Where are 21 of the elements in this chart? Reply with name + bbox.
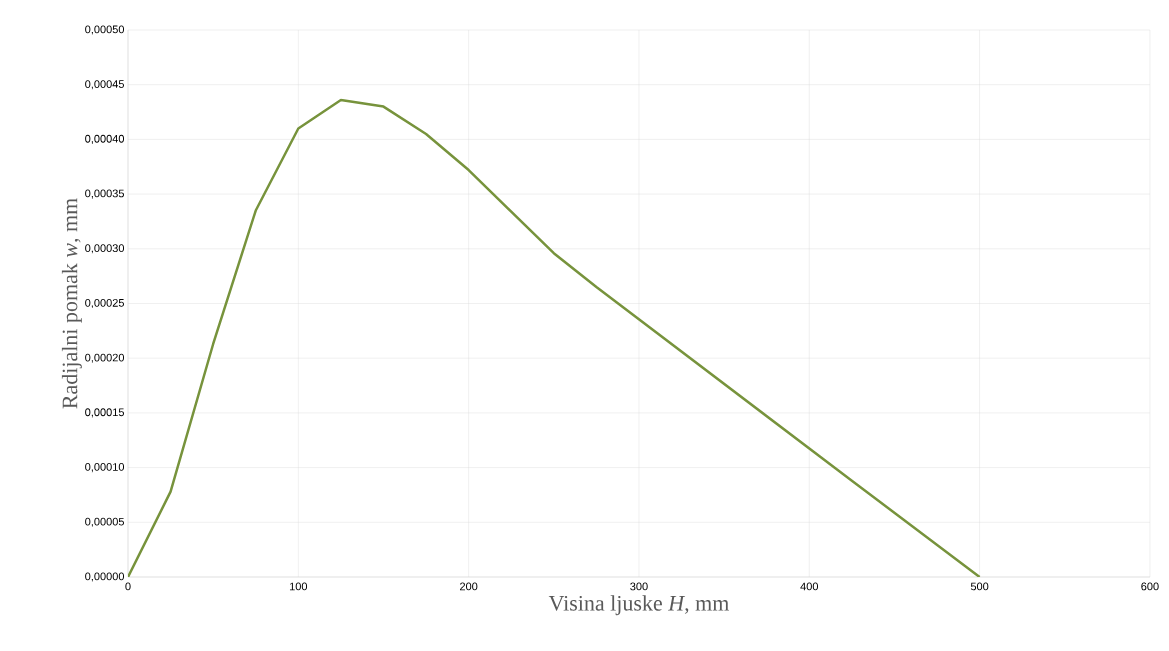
y-tick-label: 0,00020 (85, 353, 125, 363)
y-tick-label: 0,00050 (85, 25, 125, 35)
y-tick-label: 0,00005 (85, 517, 124, 527)
line-series (128, 98, 981, 577)
x-tick-label: 400 (800, 582, 819, 591)
x-tick-label: 600 (1141, 582, 1159, 591)
y-tick-label: 0,00030 (85, 244, 125, 254)
y-tick-label: 0,00035 (85, 189, 124, 199)
x-tick-label: 500 (970, 582, 989, 591)
x-tick-label: 300 (630, 582, 648, 591)
y-tick-label: 0,00040 (85, 134, 125, 144)
y-tick-label: 0,00010 (85, 463, 125, 473)
y-tick-label: 0,00045 (85, 80, 124, 90)
y-tick-label: 0,00025 (85, 298, 124, 309)
y-axis-title: Radijalni pomak w, mm (61, 198, 82, 409)
y-tick-label: 0,00015 (85, 408, 124, 418)
x-tick-label: 100 (289, 582, 308, 591)
x-axis-title: Visina ljuske H, mm (548, 595, 730, 616)
x-tick-label: 200 (460, 582, 478, 591)
y-tick-label: 0,00000 (85, 572, 125, 582)
x-tick-label: 0 (125, 582, 131, 591)
